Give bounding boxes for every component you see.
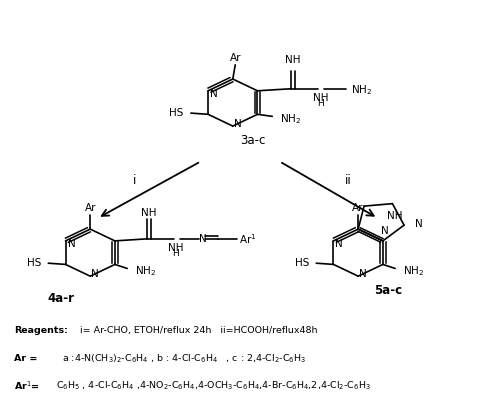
- Text: i= Ar-CHO, ETOH/reflux 24h   ii=HCOOH/reflux48h: i= Ar-CHO, ETOH/reflux 24h ii=HCOOH/refl…: [80, 325, 318, 335]
- Text: 3a-c: 3a-c: [240, 133, 265, 146]
- Text: Reagents:: Reagents:: [14, 325, 68, 335]
- Text: NH$_2$: NH$_2$: [402, 264, 423, 278]
- Text: Ar: Ar: [84, 203, 96, 213]
- Text: C$_6$H$_5$ , 4-Cl-C$_6$H$_4$ ,4-NO$_2$-C$_6$H$_4$,4-OCH$_3$-C$_6$H$_4$,4-Br-C$_6: C$_6$H$_5$ , 4-Cl-C$_6$H$_4$ ,4-NO$_2$-C…: [56, 379, 370, 391]
- Text: N: N: [415, 218, 422, 228]
- Text: NH: NH: [141, 207, 156, 217]
- Text: N: N: [68, 238, 76, 248]
- Text: NH$_2$: NH$_2$: [280, 112, 300, 126]
- Text: HS: HS: [26, 258, 41, 268]
- Text: N: N: [198, 233, 206, 243]
- Text: N: N: [382, 225, 389, 235]
- Text: ii: ii: [345, 174, 352, 187]
- Text: Ar$^1$: Ar$^1$: [240, 232, 256, 245]
- Text: NH$_2$: NH$_2$: [134, 264, 156, 278]
- Text: 5a-c: 5a-c: [374, 283, 402, 296]
- Text: Ar: Ar: [230, 53, 241, 63]
- Text: NH: NH: [387, 210, 402, 220]
- Text: Ar$^1$=: Ar$^1$=: [14, 379, 40, 391]
- Text: i: i: [133, 174, 136, 187]
- Text: N: N: [359, 268, 367, 278]
- Text: N: N: [92, 268, 99, 278]
- Text: Ar =: Ar =: [14, 353, 38, 362]
- Text: N: N: [210, 89, 218, 99]
- Text: NH: NH: [312, 93, 328, 103]
- Text: N: N: [336, 238, 343, 248]
- Text: NH: NH: [284, 55, 300, 65]
- Text: HS: HS: [169, 108, 184, 118]
- Text: HS: HS: [294, 258, 309, 268]
- Text: NH: NH: [168, 242, 183, 252]
- Text: H: H: [172, 248, 179, 257]
- Text: a :4-N(CH$_3$)$_2$-C$_6$H$_4$ , b : 4-Cl-C$_6$H$_4$   , c : 2,4-Cl$_2$-C$_6$H$_3: a :4-N(CH$_3$)$_2$-C$_6$H$_4$ , b : 4-Cl…: [56, 351, 306, 364]
- Text: H: H: [317, 99, 324, 108]
- Text: 4a-r: 4a-r: [47, 291, 74, 304]
- Text: Ar: Ar: [352, 203, 364, 213]
- Text: N: N: [234, 119, 241, 128]
- Text: NH$_2$: NH$_2$: [352, 83, 372, 96]
